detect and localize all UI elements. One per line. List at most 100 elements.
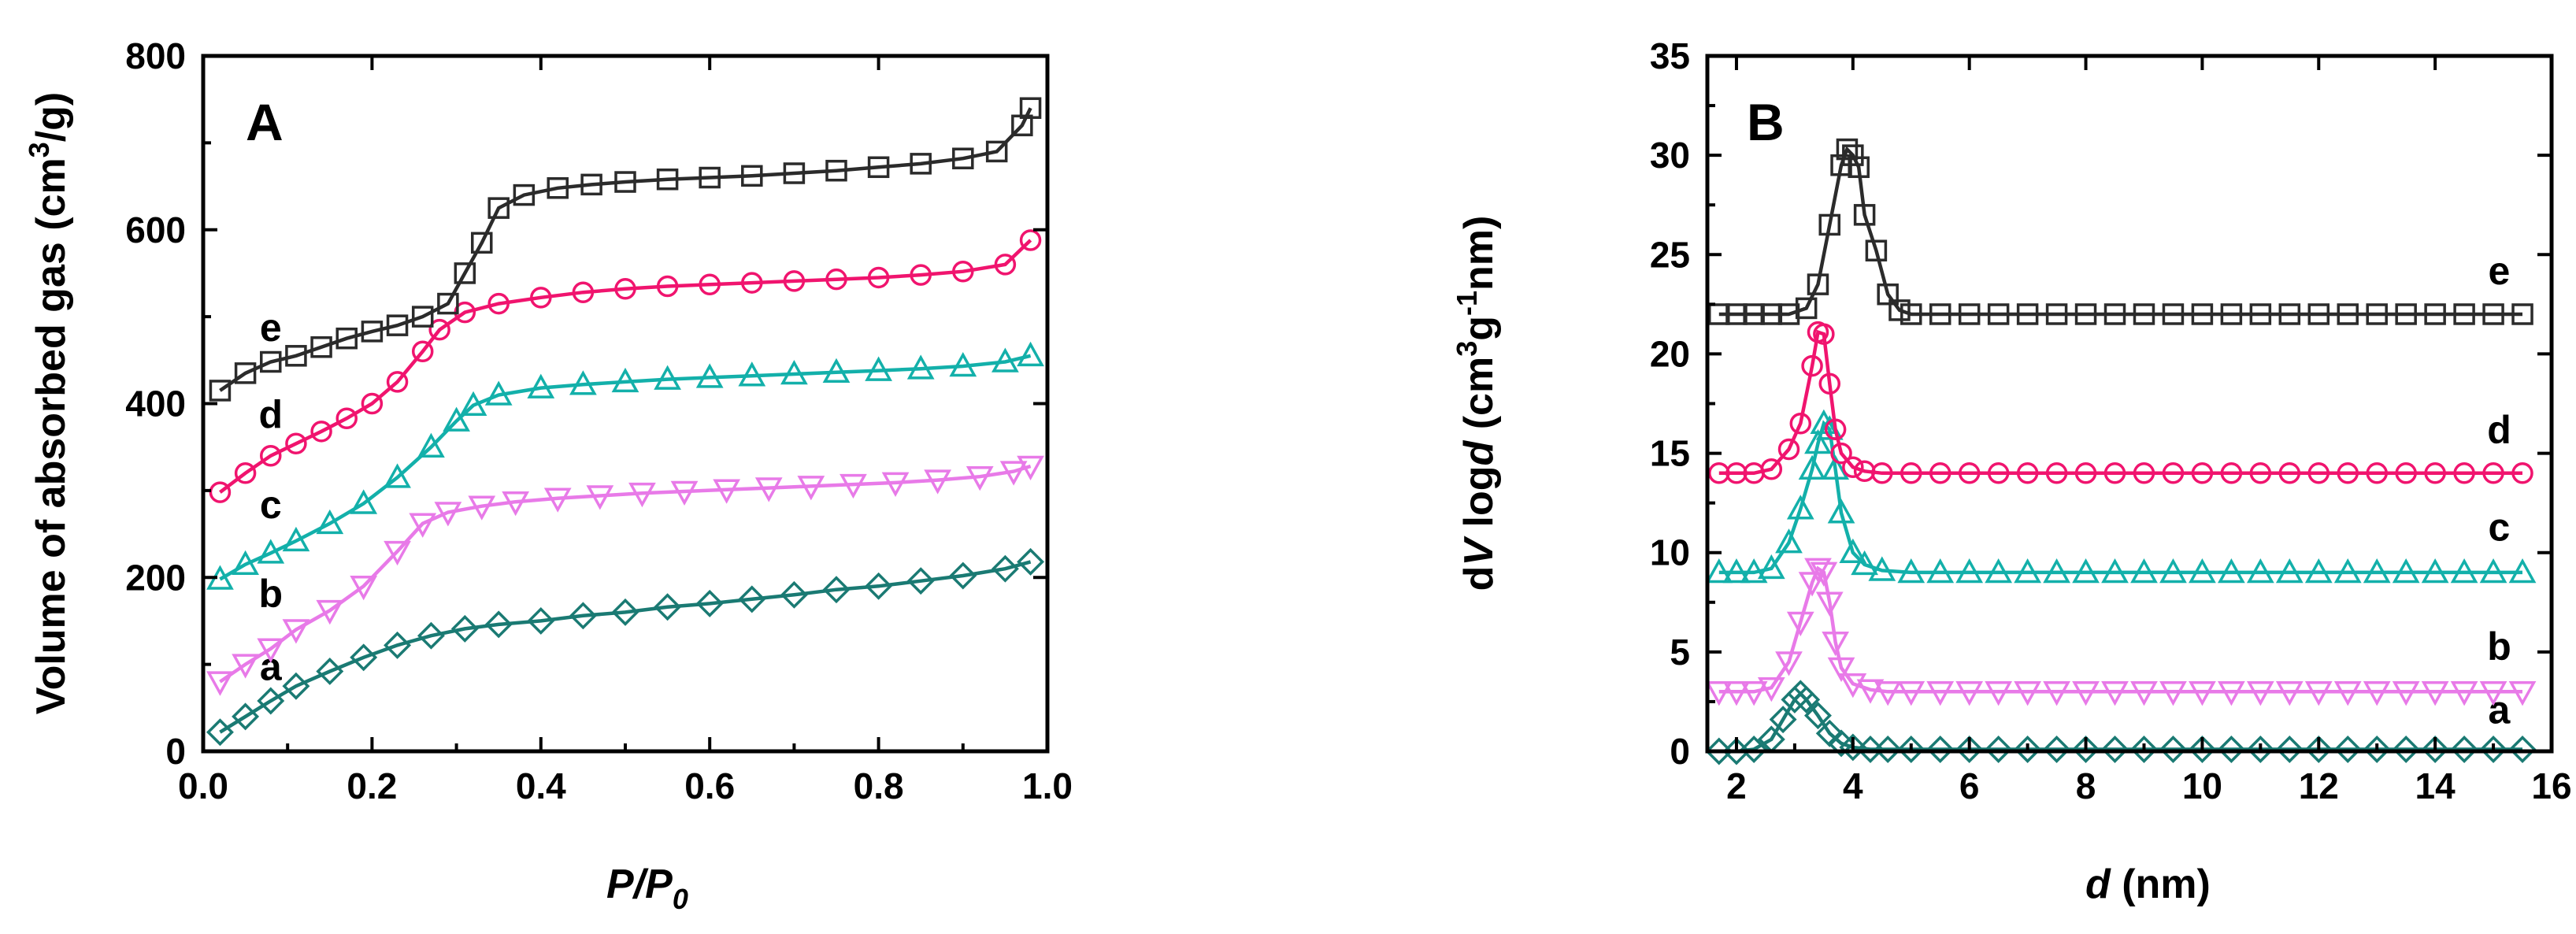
panel-b-ylabel-paren: (cm xyxy=(1456,357,1502,441)
panel-b-series-d-point xyxy=(1801,354,1823,377)
panel-a-series-b-point xyxy=(257,638,285,663)
panel-b-series-d-point xyxy=(2278,462,2301,484)
panel-b-xtick-label: 2 xyxy=(1726,765,1747,806)
panel-b-series-c-point xyxy=(1804,428,1832,454)
panel-b-series-c-point xyxy=(2072,558,2100,584)
panel-a-series-e-point xyxy=(741,165,763,187)
panel-a-series-d-line xyxy=(219,239,1032,494)
panel-b-series-e-point xyxy=(2278,303,2301,325)
panel-a-series-b-point xyxy=(966,465,994,491)
panel-a-series-a-point xyxy=(257,687,285,715)
panel-a-ticks: 0.0 0.2 0.4 0.6 0.8 1.0 0 200 400 600 800 xyxy=(125,35,1073,806)
panel-b-ylabel-d: d xyxy=(1456,566,1502,591)
panel-a-series-e-point xyxy=(437,292,459,315)
panel-b-series-b-point xyxy=(2246,681,2274,706)
panel-b-series-e-point xyxy=(1865,239,1888,261)
panel-b-series-b-point xyxy=(2421,681,2449,706)
panel-b-ticks: 2 4 6 8 10 12 14 16 0 5 10 15 20 25 30 35 xyxy=(1650,35,2572,806)
panel-b-series-e-point xyxy=(2337,303,2359,325)
panel-b-series-b-point xyxy=(1757,676,1785,702)
panel-b-series-d-point xyxy=(2337,462,2359,484)
panel-a-series-b-point xyxy=(628,482,656,508)
panel-a-series-b-point xyxy=(316,599,344,625)
panel-a-series-e-point xyxy=(234,362,257,384)
panel-a-series-e-line xyxy=(219,107,1032,392)
panel-a-series-b-point xyxy=(206,671,234,696)
panel-a-series-a-point xyxy=(206,718,234,747)
panel-b-series-d-point xyxy=(2103,462,2126,484)
panel-b-ylabel-d2: d xyxy=(1456,439,1502,465)
panel-a-series-d-point xyxy=(487,292,510,315)
panel-b-series-b-point xyxy=(1775,651,1803,676)
panel-b-series-b-point xyxy=(1955,681,1984,706)
panel-a-series-a-point xyxy=(384,631,412,659)
panel-b-series-a-point xyxy=(2217,736,2245,763)
panel-b-ylabel: dV logd (cm3g-1nm) xyxy=(1451,216,1502,591)
panel-a-series-c-point xyxy=(417,432,445,458)
panel-a-series-b-point xyxy=(999,461,1028,486)
panel-b-series-a-point xyxy=(2130,736,2158,763)
panel-b-series-b-point xyxy=(1810,562,1838,587)
panel-a-series-e-point xyxy=(783,162,806,184)
panel-a-series-d-point xyxy=(260,444,282,467)
panel-b-series-d-point xyxy=(2220,462,2243,484)
panel-b-series-a-point xyxy=(1897,736,1926,763)
panel-a-series-d-point xyxy=(428,318,450,341)
panel-a-series-e-point xyxy=(952,147,974,169)
panel-b-series-a-point xyxy=(2421,736,2449,763)
panel-a-series-e-point xyxy=(361,321,384,343)
panel-b-series-e-point xyxy=(2424,303,2446,325)
panel-b-xtick-label: 10 xyxy=(2182,765,2222,806)
panel-a-series-c-point xyxy=(991,347,1019,372)
panel-b-series-c: c xyxy=(1705,409,2537,584)
panel-a-series-a-point xyxy=(350,643,378,672)
panel-a-series-d-point xyxy=(386,371,409,393)
panel-b-series-a-label: a xyxy=(2489,688,2511,732)
panel-a-series-b-point xyxy=(924,469,952,495)
panel-b-series-c-label: c xyxy=(2489,506,2511,550)
panel-a-series-a-point xyxy=(906,567,935,595)
panel-a-ytick-label: 800 xyxy=(125,35,186,76)
panel-a-xtick-label: 0.8 xyxy=(854,765,904,806)
panel-b-series-e-point xyxy=(2366,303,2388,325)
panel-b-series-d-label: d xyxy=(2487,408,2511,452)
panel-b-series-c-point xyxy=(2246,558,2274,584)
panel-b-series-b-point xyxy=(1705,681,1733,706)
panel-b-series-c-point xyxy=(2450,558,2478,584)
panel-a-series-a-point xyxy=(865,572,893,600)
panel-b-series-a-point xyxy=(1781,685,1809,713)
panel-b-xtick-label: 8 xyxy=(2076,765,2096,806)
panel-b-series-b-point xyxy=(2014,681,2041,706)
panel-a-series-d-point xyxy=(825,268,847,291)
panel-b-frame xyxy=(1705,54,2554,754)
panel-a-series-e-point xyxy=(471,232,493,254)
panel-a-ylabel-main: Volume of absorbed gas (cm xyxy=(28,158,74,714)
panel-b-series-c-point xyxy=(2275,558,2304,584)
panel-a-ytick-label: 0 xyxy=(165,731,186,772)
panel-b-series-d-point xyxy=(1958,462,1981,484)
panel-a-series-d: d xyxy=(209,229,1042,503)
panel-b-series-e-point xyxy=(2249,303,2272,325)
panel-b-series-b-point xyxy=(1856,679,1885,704)
panel-a-series-a-point xyxy=(527,606,555,635)
panel-a-series-c-point xyxy=(738,361,766,387)
panel-b-xtick-label: 4 xyxy=(1843,765,1863,806)
panel-a-plot: ab c de xyxy=(206,97,1045,747)
panel-b-series-a-point xyxy=(1874,736,1902,763)
panel-b-series-d-point xyxy=(1818,372,1841,395)
panel-b-series-e-point xyxy=(1725,303,1748,325)
panel-a-letter: A xyxy=(246,93,284,151)
panel-a-series-c-point xyxy=(232,550,259,575)
panel-b-series-a-point xyxy=(2363,736,2391,763)
panel-b-series-e-point xyxy=(2307,303,2330,325)
panel-b-series-c-point xyxy=(2130,558,2158,584)
panel-b-series-e-point xyxy=(1888,299,1911,321)
panel-a-series-d-point xyxy=(572,281,595,303)
panel-a-series-e-point xyxy=(411,306,434,328)
panel-b-series-e-point xyxy=(1853,204,1876,226)
panel-b-series-b-point xyxy=(2304,681,2333,706)
panel-b-series-e-point xyxy=(2395,303,2417,325)
panel-a-series-e: e xyxy=(209,97,1042,402)
panel-b-xtick-label: 6 xyxy=(1959,765,1980,806)
panel-b-series-d-line xyxy=(1718,329,2522,476)
